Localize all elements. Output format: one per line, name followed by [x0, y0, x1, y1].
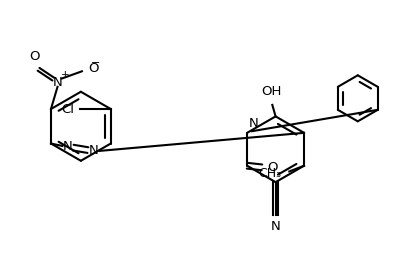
Text: +: +: [61, 70, 69, 80]
Text: O: O: [88, 62, 98, 75]
Text: N: N: [89, 144, 98, 157]
Text: OH: OH: [261, 85, 282, 98]
Text: Cl: Cl: [62, 103, 74, 115]
Text: N: N: [271, 220, 280, 233]
Text: −: −: [91, 58, 100, 68]
Text: N: N: [62, 140, 72, 153]
Text: CH₃: CH₃: [258, 167, 281, 180]
Text: O: O: [29, 50, 40, 63]
Text: N: N: [53, 76, 62, 89]
Text: N: N: [249, 117, 258, 130]
Text: O: O: [267, 161, 277, 174]
